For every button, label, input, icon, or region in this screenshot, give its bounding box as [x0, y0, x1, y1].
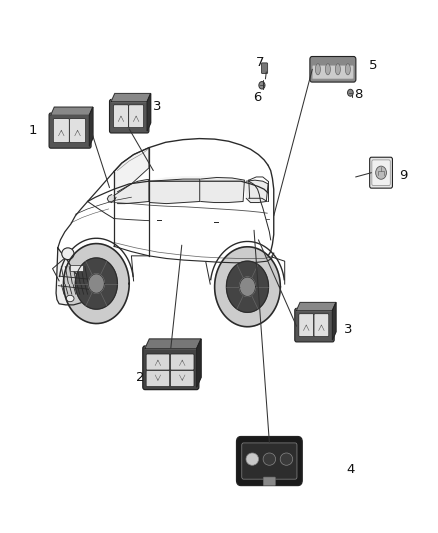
- Polygon shape: [56, 248, 90, 305]
- Polygon shape: [145, 339, 201, 349]
- Ellipse shape: [325, 64, 330, 75]
- FancyBboxPatch shape: [170, 354, 194, 370]
- FancyBboxPatch shape: [143, 346, 199, 390]
- Polygon shape: [88, 274, 104, 293]
- FancyBboxPatch shape: [242, 443, 297, 479]
- Ellipse shape: [345, 64, 350, 75]
- Polygon shape: [147, 94, 151, 131]
- Circle shape: [259, 82, 265, 89]
- Text: 4: 4: [346, 463, 355, 475]
- Polygon shape: [201, 177, 244, 203]
- Text: 6: 6: [253, 91, 262, 103]
- Ellipse shape: [280, 453, 293, 465]
- FancyBboxPatch shape: [129, 105, 144, 127]
- Polygon shape: [89, 107, 93, 146]
- Polygon shape: [246, 180, 268, 203]
- Circle shape: [376, 166, 386, 179]
- FancyBboxPatch shape: [295, 308, 334, 342]
- Ellipse shape: [336, 64, 340, 75]
- Polygon shape: [114, 148, 149, 196]
- FancyBboxPatch shape: [314, 314, 329, 336]
- Polygon shape: [297, 302, 336, 310]
- Text: 8: 8: [354, 88, 363, 101]
- Polygon shape: [107, 195, 116, 203]
- Polygon shape: [51, 107, 93, 115]
- FancyBboxPatch shape: [261, 63, 268, 74]
- Text: 2: 2: [136, 371, 145, 384]
- FancyBboxPatch shape: [146, 370, 170, 386]
- FancyBboxPatch shape: [310, 56, 356, 82]
- FancyBboxPatch shape: [110, 99, 149, 133]
- Polygon shape: [150, 179, 200, 204]
- FancyBboxPatch shape: [146, 354, 170, 370]
- Text: 3: 3: [153, 100, 162, 113]
- Ellipse shape: [62, 248, 74, 260]
- Polygon shape: [117, 177, 268, 193]
- Ellipse shape: [263, 453, 276, 465]
- FancyBboxPatch shape: [313, 66, 353, 79]
- FancyBboxPatch shape: [53, 119, 69, 142]
- Ellipse shape: [315, 64, 320, 75]
- Polygon shape: [332, 302, 336, 340]
- FancyBboxPatch shape: [70, 119, 85, 142]
- Text: 9: 9: [399, 169, 408, 182]
- FancyBboxPatch shape: [170, 370, 194, 386]
- Polygon shape: [197, 339, 201, 387]
- FancyBboxPatch shape: [237, 437, 302, 486]
- FancyBboxPatch shape: [49, 113, 91, 148]
- Polygon shape: [64, 244, 129, 324]
- Polygon shape: [117, 180, 149, 204]
- Text: 1: 1: [28, 124, 37, 137]
- FancyBboxPatch shape: [372, 160, 390, 185]
- FancyBboxPatch shape: [370, 157, 392, 188]
- FancyBboxPatch shape: [299, 314, 314, 336]
- Polygon shape: [75, 258, 117, 309]
- FancyBboxPatch shape: [263, 477, 276, 486]
- FancyBboxPatch shape: [113, 105, 128, 127]
- Text: 7: 7: [255, 56, 264, 69]
- Polygon shape: [215, 247, 280, 327]
- Ellipse shape: [246, 453, 258, 465]
- Text: 5: 5: [369, 59, 378, 72]
- Polygon shape: [226, 261, 268, 312]
- Bar: [70, 265, 83, 271]
- Polygon shape: [240, 277, 255, 296]
- Ellipse shape: [66, 295, 74, 302]
- Polygon shape: [111, 94, 151, 101]
- Circle shape: [348, 90, 353, 96]
- Text: 3: 3: [344, 323, 353, 336]
